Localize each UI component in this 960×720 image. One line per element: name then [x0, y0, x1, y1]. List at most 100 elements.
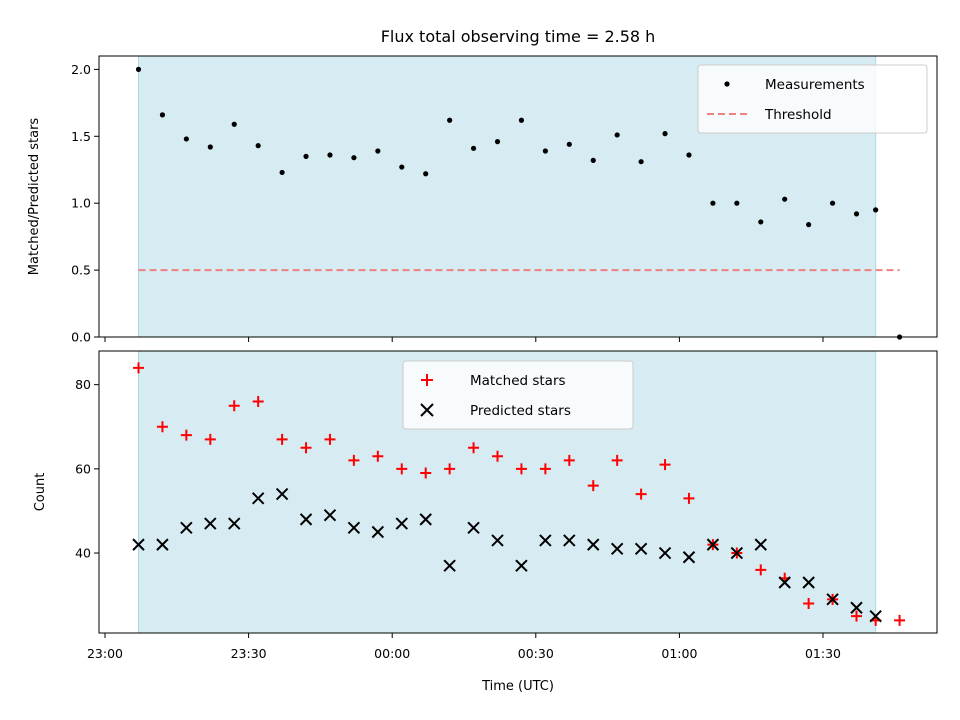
predicted-star-point — [132, 538, 145, 551]
matched-star-point — [683, 492, 695, 504]
bottom-x-ticks: 23:00 23:30 00:00 00:30 01:00 01:30 — [87, 633, 841, 661]
measurement-point — [590, 157, 596, 163]
measurement-point — [758, 219, 764, 225]
predicted-star-point — [419, 513, 432, 526]
measurement-point — [375, 148, 381, 154]
measurement-point — [279, 169, 285, 176]
measurement-point — [566, 141, 572, 147]
matched-star-point — [300, 442, 312, 454]
measurement-point — [806, 222, 812, 228]
predicted-star-point — [156, 538, 169, 551]
legend-label-threshold: Threshold — [764, 107, 832, 123]
predicted-star-point — [299, 513, 313, 526]
predicted-star-point — [754, 538, 767, 551]
predicted-star-point — [515, 559, 528, 572]
y-tick-label: 1.0 — [71, 196, 91, 211]
measurement-point — [159, 112, 166, 118]
measurement-point — [255, 143, 261, 149]
predicted-star-point — [204, 517, 217, 530]
measurement-point — [183, 136, 189, 142]
matched-star-point — [396, 463, 408, 475]
predicted-star-point — [347, 521, 361, 534]
matched-star-point — [539, 463, 551, 475]
y-tick-label: 0.5 — [71, 263, 91, 278]
matched-star-point — [851, 610, 863, 622]
measurement-point — [231, 121, 237, 127]
measurement-point — [470, 145, 477, 151]
matched-star-point — [611, 454, 623, 466]
bottom-y-axis-label: Count — [33, 473, 48, 512]
predicted-star-point — [587, 538, 600, 551]
measurement-point — [447, 117, 453, 123]
legend-label-predicted-stars: Predicted stars — [470, 403, 571, 419]
legend-label-measurements: Measurements — [765, 77, 865, 93]
y-tick-label: 1.5 — [71, 129, 91, 144]
y-tick-label: 80 — [75, 377, 91, 392]
matched-star-point — [659, 459, 671, 471]
predicted-star-point — [658, 546, 672, 560]
measurement-point — [829, 200, 836, 206]
bottom-legend: Matched stars Predicted stars — [402, 360, 634, 430]
measurement-point — [518, 117, 525, 123]
predicted-star-point — [491, 534, 504, 547]
bottom-legend-box — [402, 360, 634, 430]
predicted-star-point — [180, 521, 193, 534]
y-tick-label: 40 — [75, 546, 91, 561]
measurement-point — [734, 200, 740, 206]
top-legend: Measurements Threshold — [697, 64, 928, 134]
x-tick-label: 23:30 — [231, 646, 267, 661]
matched-star-point — [755, 564, 767, 576]
measurement-point — [351, 155, 357, 161]
predicted-star-point — [443, 559, 456, 572]
measurement-point — [399, 164, 405, 170]
x-tick-label: 01:00 — [661, 646, 697, 661]
predicted-star-point — [467, 521, 480, 534]
measurement-points — [135, 66, 903, 340]
matched-star-point — [156, 421, 168, 433]
predicted-star-point — [371, 525, 385, 539]
measurement-point — [710, 200, 716, 206]
predicted-star-point — [563, 534, 576, 547]
predicted-star-point — [826, 593, 839, 606]
predicted-star-point — [802, 576, 815, 589]
predicted-star-point — [228, 517, 241, 530]
predicted-star-point — [323, 508, 337, 522]
matched-star-point — [348, 454, 360, 466]
top-y-axis-label: Matched/Predicted stars — [27, 118, 42, 276]
top-axes-frame — [98, 55, 938, 338]
bottom-y-ticks: 40 60 80 — [75, 377, 99, 561]
matched-star-point — [894, 614, 906, 626]
x-tick-label: 23:00 — [87, 646, 123, 661]
x-tick-label: 01:30 — [805, 646, 841, 661]
legend-label-matched-stars: Matched stars — [470, 373, 566, 389]
legend-marker-matched-stars — [421, 374, 433, 386]
y-tick-label: 60 — [75, 461, 91, 476]
predicted-star-point — [869, 609, 882, 623]
measurement-point — [494, 139, 501, 145]
matched-star-point — [252, 396, 264, 408]
x-tick-label: 00:30 — [518, 646, 554, 661]
matched-star-point — [372, 450, 384, 462]
x-axis-label: Time (UTC) — [481, 679, 554, 694]
bottom-panel: 40 60 80 23:00 23:30 00:00 00:30 01:00 01:30 Co… — [33, 350, 938, 694]
measurement-point — [638, 159, 644, 165]
measurement-point — [423, 171, 429, 177]
predicted-star-point — [251, 492, 265, 505]
measurement-point — [207, 144, 213, 150]
measurement-point — [542, 148, 548, 154]
measurement-point — [686, 152, 692, 158]
bottom-axes-frame — [98, 350, 938, 634]
matched-star-point — [444, 463, 456, 475]
measurement-point — [873, 207, 879, 213]
matched-star-point — [563, 454, 575, 466]
measurement-point — [853, 211, 860, 217]
predicted-star-point — [778, 576, 791, 589]
matched-star-point — [133, 362, 145, 374]
predicted-star-point — [275, 487, 289, 501]
top-y-ticks: 0.0 0.5 1.0 1.5 2.0 — [71, 62, 99, 345]
predicted-star-point — [850, 601, 863, 614]
matched-star-point — [420, 467, 432, 479]
matched-star-point — [180, 429, 192, 441]
predicted-star-points — [132, 487, 882, 623]
top-x-ticks — [104, 337, 824, 342]
